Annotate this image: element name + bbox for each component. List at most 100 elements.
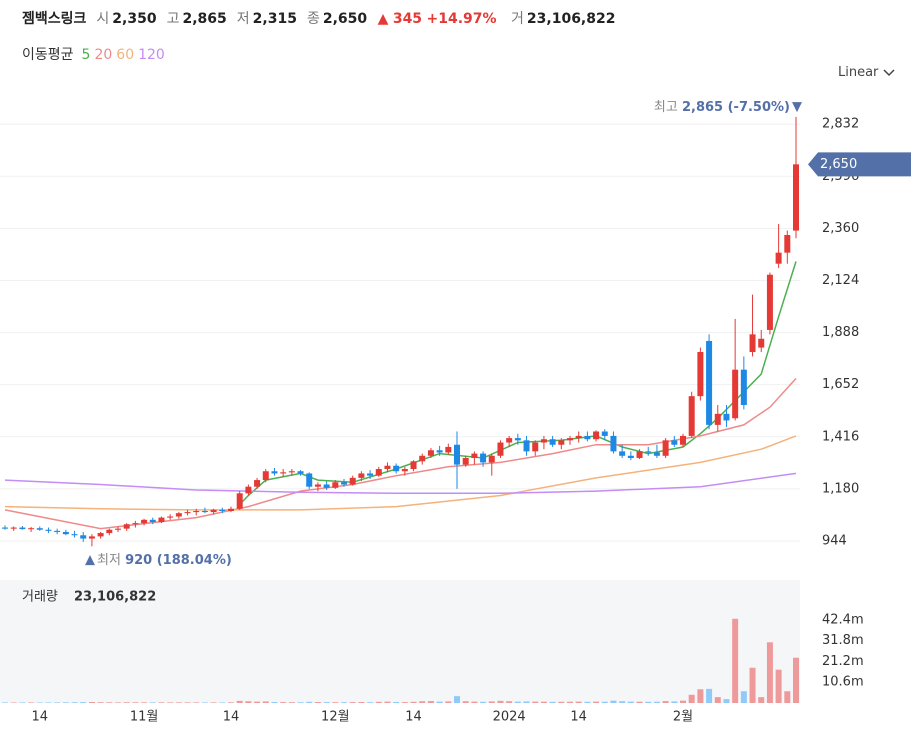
- candle-body: [210, 509, 217, 513]
- candle-body: [367, 473, 374, 476]
- candle-body: [80, 535, 87, 539]
- field-value: 2,315: [252, 11, 297, 27]
- x-tick-label: 14: [405, 710, 422, 725]
- stock-name: 젬백스링크: [22, 11, 87, 27]
- candle-body: [471, 453, 478, 458]
- candle-body: [488, 455, 495, 463]
- field-label: 종: [306, 11, 320, 27]
- volume-tick-label: 42.4m: [822, 612, 864, 627]
- volume-bar: [784, 691, 791, 703]
- candle-body: [427, 450, 434, 456]
- low-marker: ▲: [85, 553, 95, 568]
- volume-bar: [106, 702, 113, 703]
- volume-bar: [445, 701, 452, 703]
- volume-bar: [28, 702, 35, 703]
- volume-bar: [714, 697, 721, 703]
- candle-body: [593, 431, 600, 440]
- candle-body: [636, 451, 643, 458]
- volume-bar: [341, 702, 347, 703]
- candle-body: [219, 509, 226, 511]
- volume-bar: [149, 702, 156, 703]
- volume-bar: [688, 694, 695, 703]
- scale-mode[interactable]: Linear: [838, 65, 879, 80]
- candle-body: [575, 435, 582, 439]
- candle-body: [723, 413, 730, 421]
- x-tick-label: 14: [570, 710, 587, 725]
- volume-bar: [123, 702, 130, 703]
- low-text: 920 (188.04%): [125, 553, 232, 568]
- volume-bar: [480, 701, 487, 703]
- volume-bar: [358, 702, 365, 703]
- candle-body: [297, 471, 304, 474]
- volume-bar: [645, 701, 652, 703]
- volume-bar: [662, 701, 669, 703]
- volume-bar: [740, 691, 747, 703]
- volume-bar: [175, 702, 182, 703]
- volume-bar: [506, 701, 513, 703]
- candle-body: [280, 472, 287, 474]
- candle-body: [341, 482, 347, 485]
- volume-bar: [680, 700, 686, 703]
- chevron[interactable]: [883, 68, 895, 77]
- candle-body: [184, 512, 191, 514]
- candle-body: [158, 517, 165, 523]
- candle-body: [419, 455, 426, 462]
- high-label: 최고: [654, 100, 678, 115]
- candle-body: [775, 252, 782, 264]
- ma-title: 이동평균: [22, 47, 74, 63]
- ma-line: [4, 472, 797, 495]
- candle-body: [688, 396, 695, 436]
- y-tick-label: 1,888: [822, 325, 859, 340]
- candle-body: [45, 529, 52, 531]
- candle-body: [401, 469, 408, 472]
- volume-bar: [201, 702, 208, 703]
- volume-bar: [749, 667, 756, 703]
- volume-bar: [514, 701, 521, 703]
- volume-bar: [2, 702, 8, 703]
- x-tick-label: 11월: [130, 710, 159, 725]
- candle-body: [62, 531, 69, 535]
- candle-body: [523, 440, 530, 452]
- volume-bar: [393, 702, 400, 703]
- candle-body: [201, 510, 208, 513]
- volume-bar: [384, 701, 391, 703]
- candle-body: [306, 473, 313, 487]
- field-value: 2,350: [112, 11, 157, 27]
- scale-dropdown[interactable]: Linear: [838, 65, 895, 80]
- volume-bar: [323, 702, 330, 703]
- candle-body: [584, 435, 591, 440]
- volume-title: 거래량: [22, 590, 58, 605]
- candle-body: [149, 519, 156, 523]
- volume-bar: [601, 701, 608, 703]
- volume-bar: [671, 701, 678, 703]
- candle-body: [271, 471, 278, 474]
- candle-body: [28, 528, 35, 530]
- volume-bar: [523, 701, 530, 703]
- candle-body: [540, 439, 547, 443]
- volume-bar: [80, 702, 87, 703]
- price-tag-label: 2,650: [820, 157, 857, 172]
- x-tick-label: 14: [31, 710, 48, 725]
- candle-body: [714, 413, 721, 425]
- candle-body: [445, 446, 452, 453]
- candle-body: [506, 438, 513, 443]
- candle-body: [732, 369, 739, 419]
- candle-body: [514, 438, 521, 441]
- candle-body: [314, 484, 321, 487]
- volume-bar: [158, 702, 165, 703]
- candle-body: [610, 435, 617, 452]
- candle-body: [36, 528, 43, 530]
- y-tick-label: 2,360: [822, 221, 859, 236]
- candle-body: [54, 530, 61, 532]
- volume-total: 23,106,822: [74, 590, 156, 605]
- volume-tick-label: 10.6m: [822, 675, 864, 690]
- volume-bar: [584, 701, 591, 703]
- volume-bar: [540, 701, 547, 703]
- candle-body: [19, 527, 26, 530]
- high-annotation: 최고 2,865 (-7.50%): [654, 100, 790, 115]
- x-tick-label: 12월: [321, 710, 350, 725]
- candle-body: [567, 438, 573, 441]
- candle-body: [480, 453, 487, 463]
- candle-body: [193, 510, 200, 513]
- volume-bar: [462, 701, 469, 703]
